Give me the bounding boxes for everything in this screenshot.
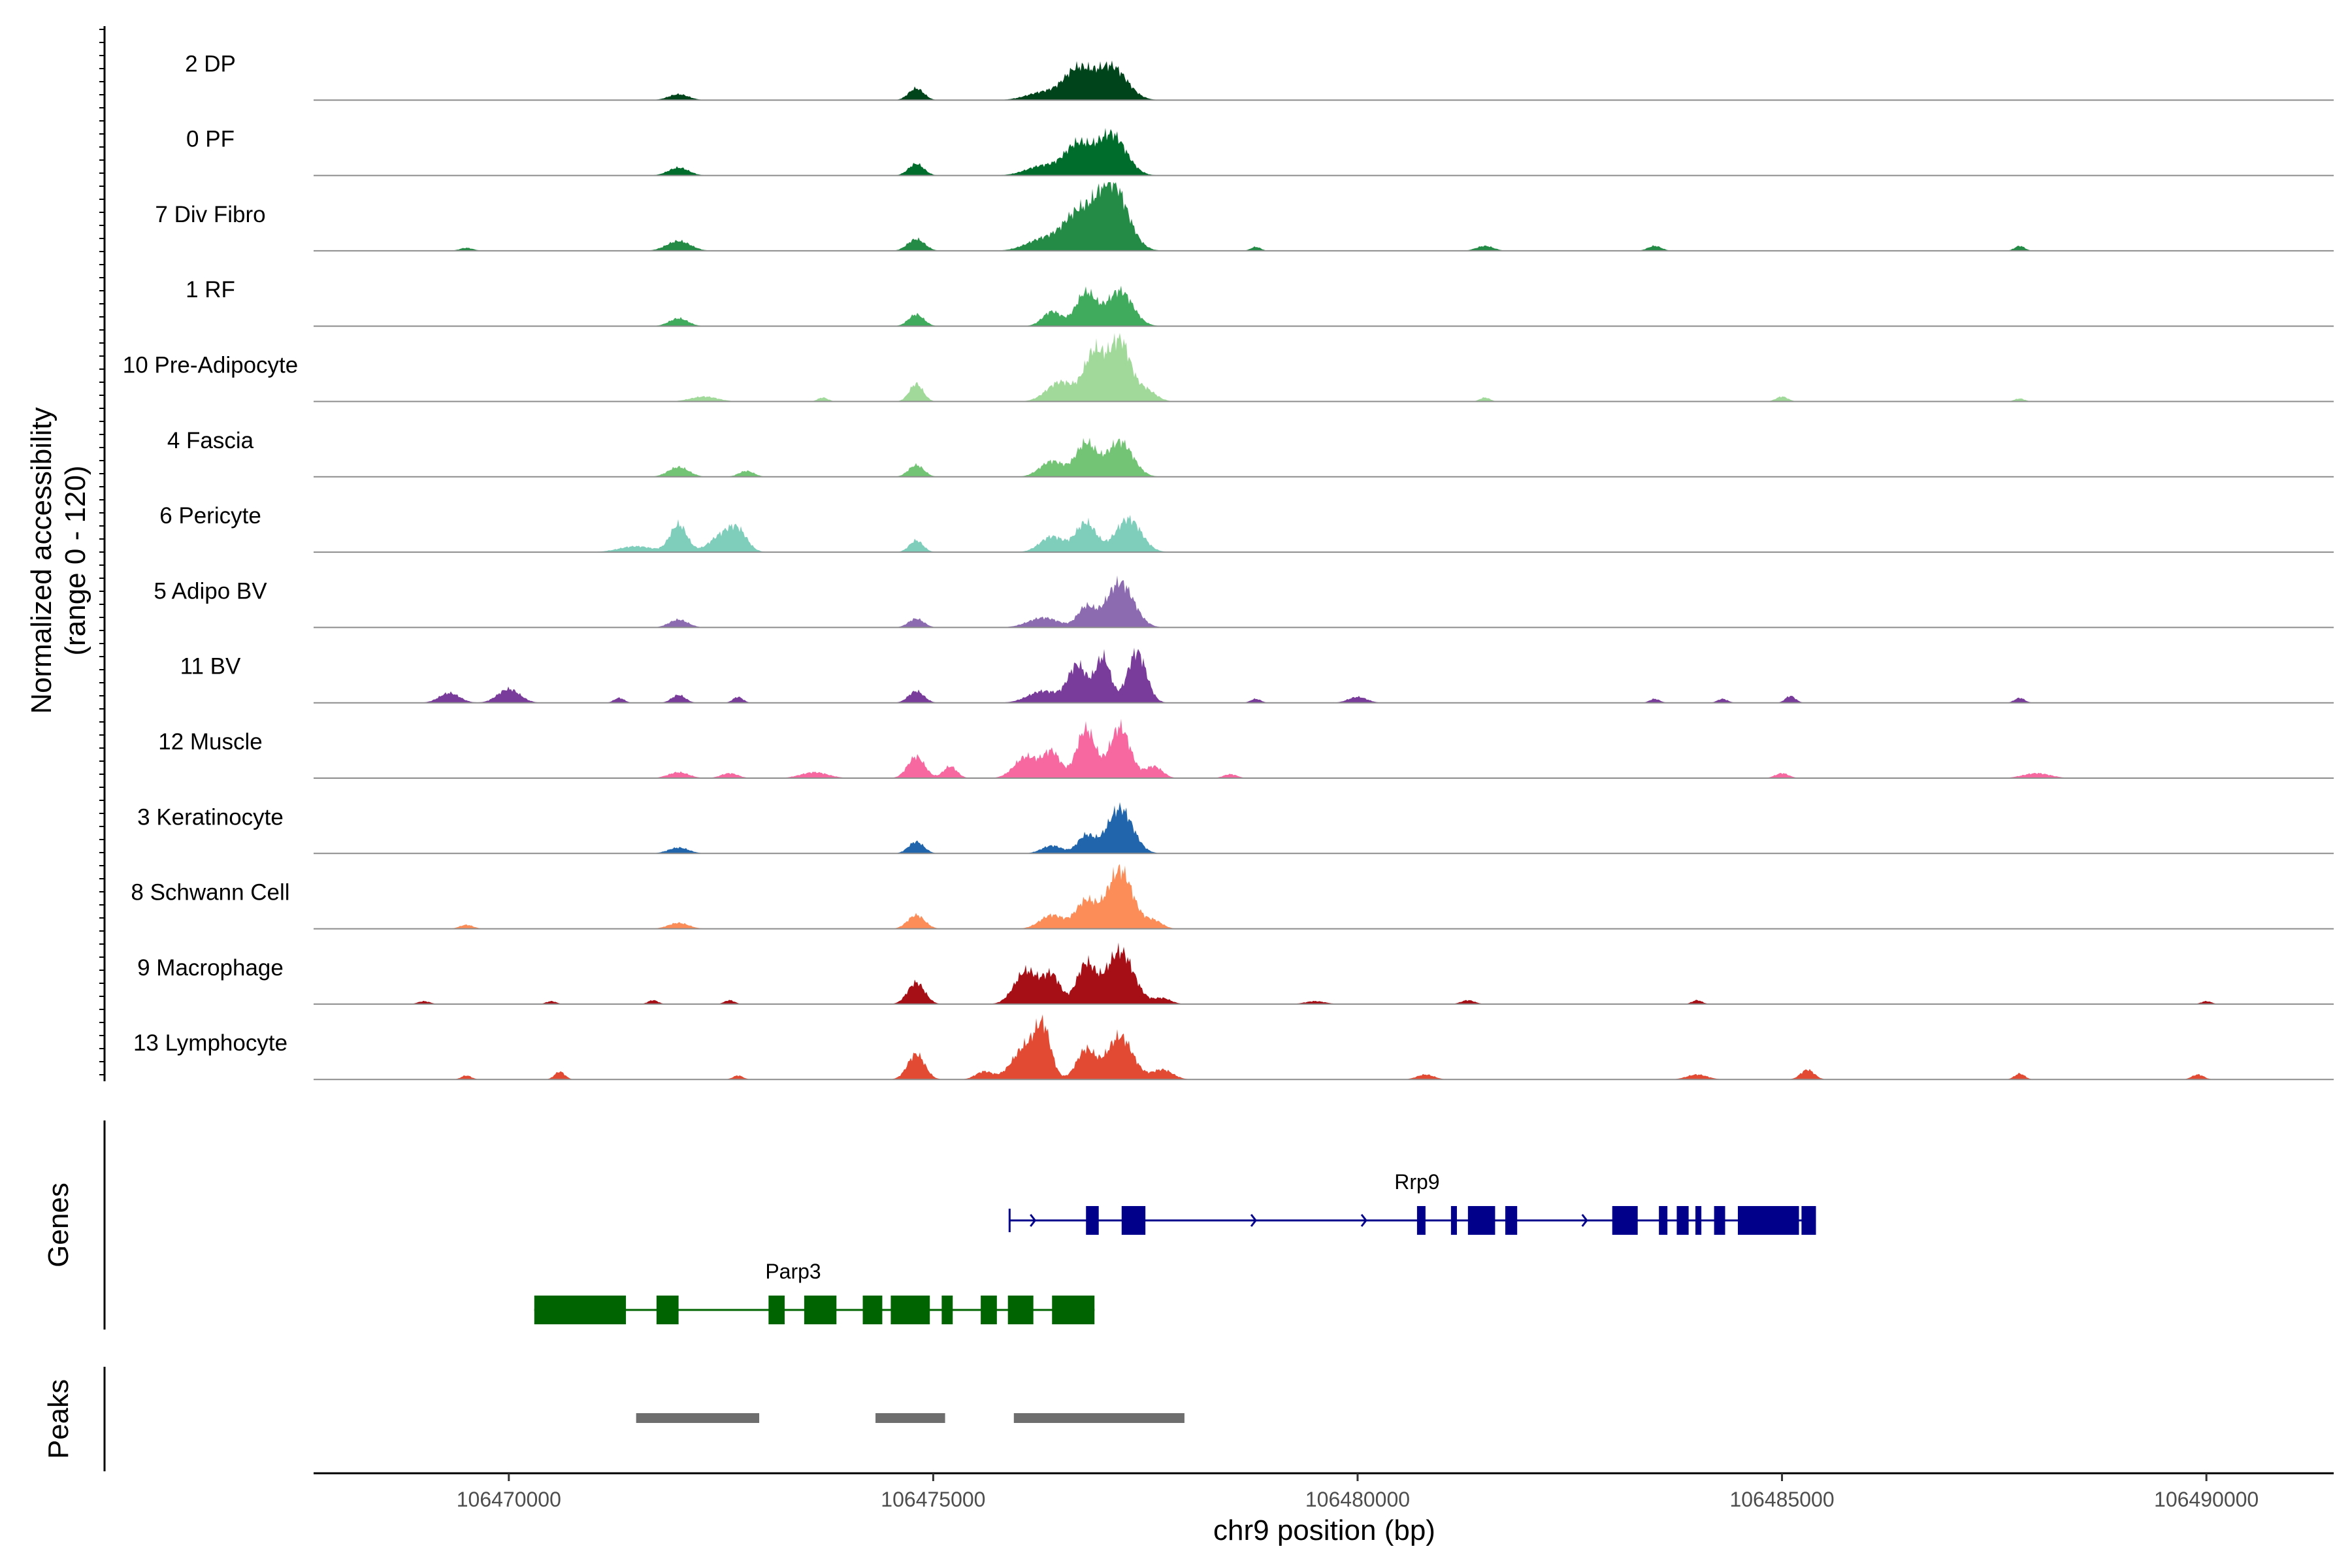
track-10-pre-adipocyte: 10 Pre-Adipocyte bbox=[123, 333, 2334, 402]
x-axis-ticks: 106470000 106475000 106480000 106485000 1064… bbox=[457, 1473, 2259, 1511]
peak-region-bar bbox=[875, 1413, 945, 1423]
track-9-macrophage: 9 Macrophage bbox=[137, 942, 2334, 1005]
gene-exon bbox=[941, 1296, 953, 1324]
strand-arrow bbox=[1030, 1214, 1037, 1227]
gene-exon bbox=[1052, 1296, 1095, 1324]
gene-models: Rrp9 Parp3 bbox=[534, 1170, 1816, 1324]
coverage-tracks: 2 DP 0 PF 7 Div Fibro 1 RF 10 Pre-Adipocyte 4… bbox=[123, 51, 2334, 1081]
gene-exon bbox=[1714, 1206, 1725, 1235]
strand-arrow bbox=[1581, 1214, 1588, 1227]
coverage-y-axis-subtitle: (range 0 - 120) bbox=[59, 465, 91, 655]
gene-exon bbox=[1695, 1206, 1702, 1235]
track-11-bv: 11 BV bbox=[180, 647, 2334, 704]
track-label: 3 Keratinocyte bbox=[137, 804, 284, 830]
track-7-div-fibro: 7 Div Fibro bbox=[155, 182, 2334, 252]
track-0-pf: 0 PF bbox=[186, 127, 2334, 176]
track-label: 11 BV bbox=[180, 654, 241, 679]
x-axis-tick-label: 106485000 bbox=[1729, 1488, 1834, 1511]
coverage-panel: Normalized accessibility (range 0 - 120)… bbox=[25, 26, 2334, 1081]
gene-exon bbox=[1505, 1206, 1518, 1235]
gene-exon bbox=[890, 1296, 930, 1324]
track-8-schwann-cell: 8 Schwann Cell bbox=[131, 864, 2334, 930]
track-2-dp: 2 DP bbox=[185, 51, 2334, 101]
x-axis-tick-label: 106480000 bbox=[1305, 1488, 1410, 1511]
x-axis-title: chr9 position (bp) bbox=[1213, 1514, 1435, 1546]
track-label: 4 Fascia bbox=[167, 428, 254, 453]
gene-parp3: Parp3 bbox=[534, 1260, 1095, 1324]
gene-exon bbox=[534, 1296, 627, 1324]
gene-exon bbox=[1416, 1206, 1426, 1235]
peak-regions bbox=[636, 1413, 1184, 1423]
coverage-area bbox=[314, 647, 2334, 703]
track-label: 0 PF bbox=[186, 127, 235, 152]
track-12-muscle: 12 Muscle bbox=[158, 719, 2334, 779]
track-label: 1 RF bbox=[186, 277, 235, 302]
track-label: 5 Adipo BV bbox=[154, 578, 267, 604]
track-label: 8 Schwann Cell bbox=[131, 880, 289, 906]
gene-exon bbox=[1086, 1206, 1099, 1235]
peaks-panel-title: Peaks bbox=[42, 1379, 74, 1459]
track-label: 9 Macrophage bbox=[137, 955, 284, 981]
gene-exon bbox=[1737, 1206, 1799, 1235]
x-axis: 106470000 106475000 106480000 106485000 1064… bbox=[314, 1472, 2334, 1546]
coverage-y-axis-title: Normalized accessibility bbox=[25, 407, 57, 713]
x-axis-tick-label: 106490000 bbox=[2154, 1488, 2259, 1511]
strand-arrow bbox=[1360, 1214, 1367, 1227]
gene-exon bbox=[1467, 1206, 1495, 1235]
x-axis-tick-label: 106475000 bbox=[881, 1488, 985, 1511]
track-6-pericyte: 6 Pericyte bbox=[159, 503, 2334, 553]
gene-exon bbox=[1801, 1206, 1816, 1235]
track-3-keratinocyte: 3 Keratinocyte bbox=[137, 802, 2334, 855]
peak-region-bar bbox=[636, 1413, 760, 1423]
gene-exon bbox=[1450, 1206, 1457, 1235]
gene-exon bbox=[1007, 1296, 1034, 1324]
gene-exon bbox=[1659, 1206, 1668, 1235]
gene-label: Parp3 bbox=[765, 1260, 821, 1283]
track-label: 2 DP bbox=[185, 51, 236, 76]
coverage-y-axis-title-line2: (range 0 - 120) bbox=[59, 465, 91, 655]
track-label: 6 Pericyte bbox=[159, 503, 261, 529]
gene-exon bbox=[804, 1296, 837, 1324]
gene-exon bbox=[862, 1296, 883, 1324]
track-1-rf: 1 RF bbox=[186, 277, 2334, 327]
track-label: 12 Muscle bbox=[158, 729, 263, 755]
track-4-fascia: 4 Fascia bbox=[167, 428, 2334, 478]
track-13-lymphocyte: 13 Lymphocyte bbox=[133, 1014, 2334, 1081]
genes-panel-title: Genes bbox=[42, 1183, 74, 1267]
genes-panel: Genes Rrp9 Parp3 bbox=[42, 1120, 1816, 1330]
gene-exon bbox=[981, 1296, 997, 1324]
peaks-panel: Peaks bbox=[42, 1367, 1184, 1471]
gene-exon bbox=[656, 1296, 679, 1324]
track-label: 13 Lymphocyte bbox=[133, 1030, 287, 1056]
coverage-y-axis-title-line1: Normalized accessibility bbox=[25, 407, 57, 713]
track-5-adipo-bv: 5 Adipo BV bbox=[154, 575, 2334, 629]
gene-rrp9: Rrp9 bbox=[1008, 1170, 1816, 1235]
coverage-y-axis-ticks bbox=[99, 29, 105, 1075]
gene-exon bbox=[1612, 1206, 1638, 1235]
gene-exon bbox=[1121, 1206, 1146, 1235]
gene-exon bbox=[1676, 1206, 1689, 1235]
strand-arrow bbox=[1250, 1214, 1257, 1227]
gene-label: Rrp9 bbox=[1394, 1170, 1439, 1194]
gene-exon bbox=[768, 1296, 785, 1324]
track-label: 7 Div Fibro bbox=[155, 202, 265, 227]
x-axis-tick-label: 106470000 bbox=[457, 1488, 561, 1511]
track-label: 10 Pre-Adipocyte bbox=[123, 353, 298, 378]
peak-region-bar bbox=[1013, 1413, 1184, 1423]
